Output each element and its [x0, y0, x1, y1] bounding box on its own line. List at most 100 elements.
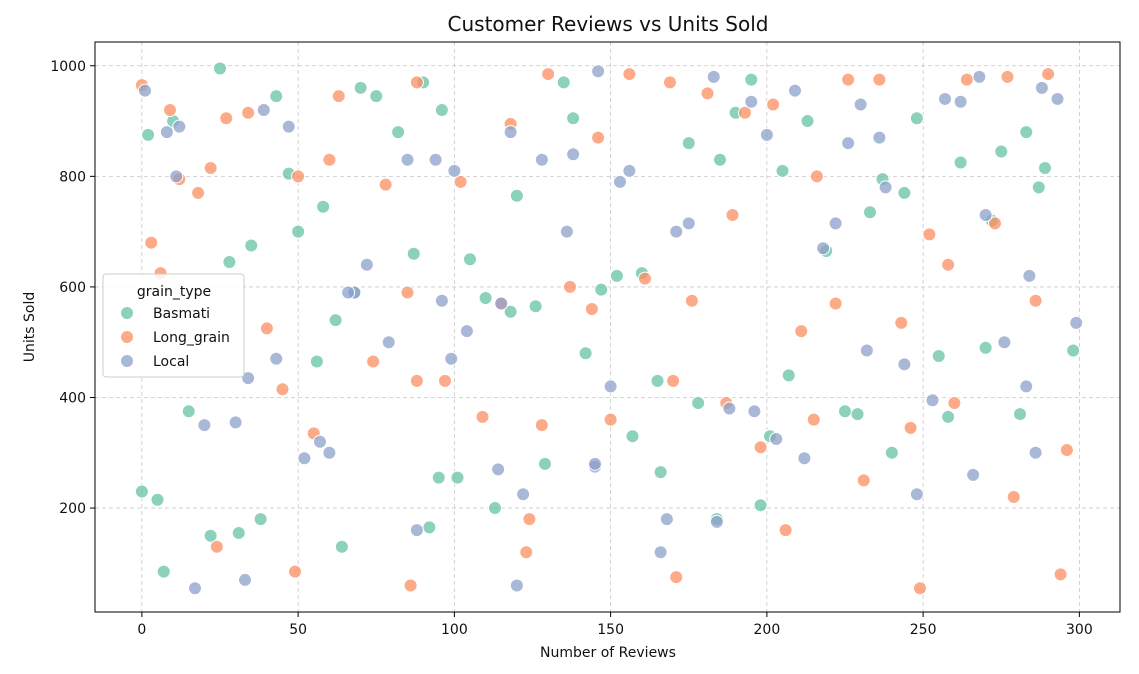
point-long-grain [738, 105, 752, 120]
point-basmati [884, 445, 899, 460]
point-basmati [1038, 161, 1052, 176]
point-long-grain [409, 373, 424, 388]
point-local [447, 163, 462, 178]
point-long-grain [725, 208, 740, 223]
point-local [659, 512, 674, 527]
point-long-grain [400, 285, 415, 300]
legend-marker-basmati [120, 306, 134, 320]
point-local [188, 581, 202, 596]
point-local [534, 152, 549, 167]
point-basmati [353, 80, 368, 95]
point-basmati [431, 470, 446, 485]
point-long-grain [322, 152, 337, 167]
point-basmati [681, 136, 696, 151]
point-basmati [406, 246, 421, 261]
point-long-grain [438, 373, 452, 388]
point-long-grain [913, 581, 927, 596]
point-local [997, 335, 1012, 350]
point-basmati [775, 163, 790, 178]
point-long-grain [378, 177, 393, 192]
point-local [841, 136, 856, 151]
point-long-grain [1028, 293, 1043, 308]
y-tick-label: 200 [59, 501, 86, 517]
point-local [444, 351, 459, 366]
point-local [859, 343, 874, 358]
point-basmati [653, 465, 668, 480]
plot-frame [94, 41, 1121, 613]
point-local [978, 208, 993, 223]
point-local [503, 125, 518, 140]
point-long-grain [622, 67, 637, 82]
point-long-grain [669, 570, 684, 585]
point-long-grain [541, 67, 556, 82]
point-basmati [222, 255, 237, 270]
point-long-grain [666, 373, 681, 388]
x-tick-label: 100 [441, 622, 468, 638]
point-local [828, 216, 843, 231]
point-local [269, 351, 284, 366]
point-long-grain [828, 296, 843, 311]
point-local [872, 130, 887, 145]
x-tick-label: 0 [137, 622, 146, 638]
point-basmati [994, 144, 1009, 159]
point-long-grain [872, 72, 887, 87]
point-long-grain [259, 321, 274, 336]
x-axis-label: Number of Reviews [540, 645, 676, 661]
point-local [938, 91, 952, 106]
point-local [1019, 379, 1034, 394]
point-long-grain [959, 72, 974, 87]
point-basmati [578, 346, 593, 361]
point-long-grain [191, 185, 206, 200]
point-basmati [1019, 125, 1034, 140]
point-basmati [253, 512, 268, 527]
point-local [197, 418, 212, 433]
x-tick-label: 150 [597, 622, 624, 638]
point-local [566, 147, 581, 162]
point-basmati [488, 501, 502, 516]
point-long-grain [163, 103, 177, 118]
point-basmati [691, 396, 706, 411]
point-basmati [422, 520, 437, 535]
point-local [588, 456, 602, 471]
point-long-grain [988, 216, 1002, 231]
legend-label-local: Local [153, 354, 189, 370]
point-basmati [713, 152, 727, 167]
point-basmati [150, 492, 165, 507]
point-basmati [269, 89, 284, 104]
point-local [878, 180, 893, 195]
point-long-grain [809, 169, 824, 184]
point-long-grain [903, 420, 918, 435]
point-basmati [556, 75, 571, 90]
point-basmati [838, 404, 852, 419]
point-basmati [328, 313, 343, 328]
point-basmati [503, 304, 518, 319]
point-basmati [650, 373, 665, 388]
point-local [925, 393, 940, 408]
legend: grain_type Basmati Long_grain Local [102, 273, 245, 378]
y-tick-label: 400 [59, 390, 86, 406]
point-local [169, 169, 184, 184]
point-local [491, 462, 506, 477]
point-local [653, 545, 668, 560]
point-long-grain [241, 105, 256, 120]
point-basmati [309, 354, 324, 369]
point-local [313, 434, 327, 449]
data-points [134, 61, 1084, 596]
x-tick-label: 300 [1066, 622, 1093, 638]
point-basmati [509, 188, 524, 203]
x-axis-ticks: 0 50 100 150 200 250 300 [137, 612, 1093, 638]
point-long-grain [700, 86, 715, 101]
point-basmati [528, 299, 543, 314]
point-long-grain [663, 75, 677, 90]
point-long-grain [684, 293, 699, 308]
point-local [909, 487, 924, 502]
point-long-grain [366, 354, 381, 369]
point-basmati [181, 404, 196, 419]
grid-lines [95, 42, 1120, 612]
point-basmati [291, 224, 306, 239]
point-basmati [334, 539, 349, 554]
point-long-grain [766, 97, 781, 112]
point-basmati [744, 72, 759, 87]
point-long-grain [522, 512, 537, 527]
